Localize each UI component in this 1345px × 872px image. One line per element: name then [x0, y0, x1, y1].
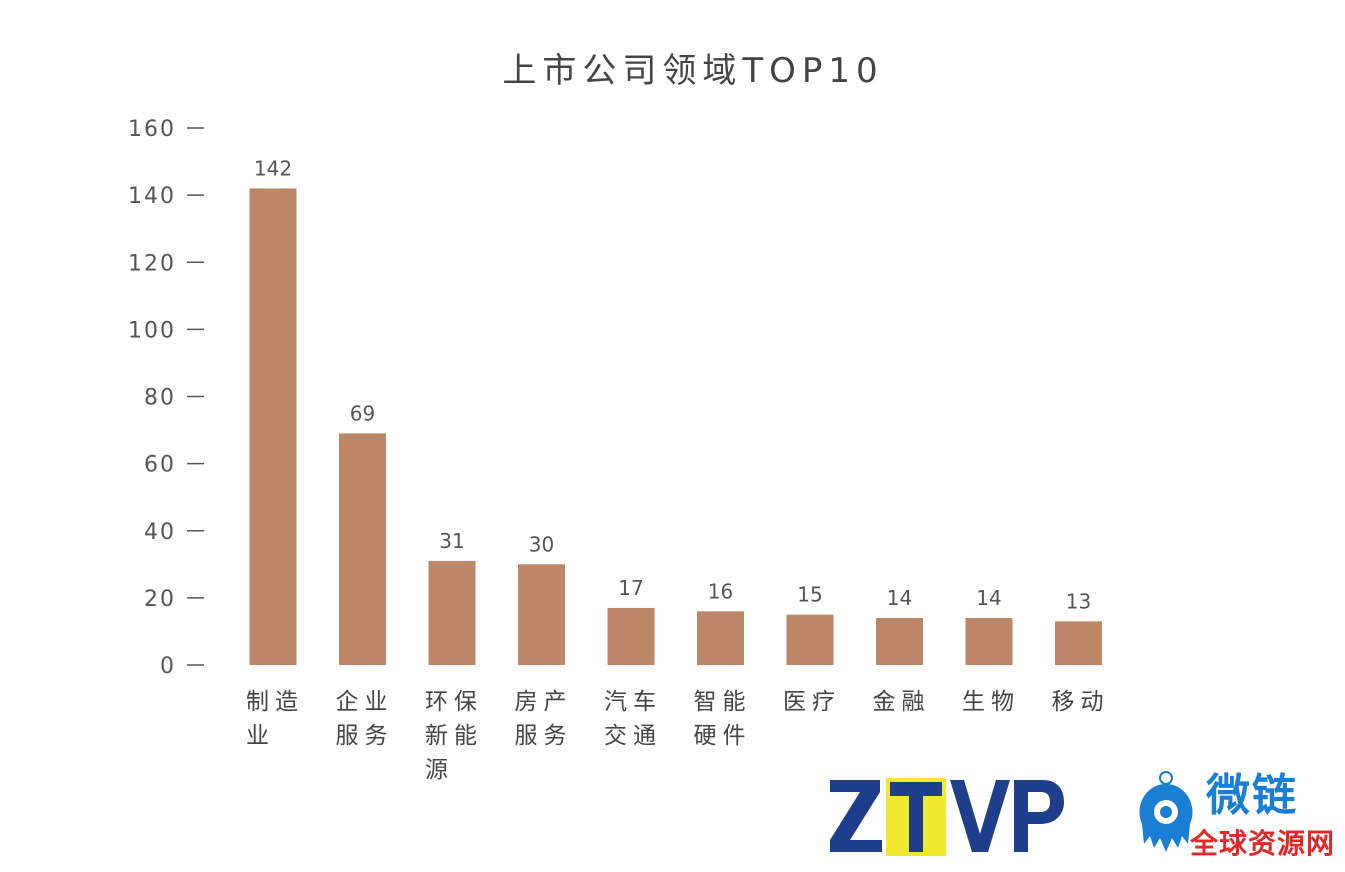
bar [607, 607, 655, 665]
x-category-label: 医疗 [783, 689, 841, 715]
y-tick-label: 0 [160, 654, 176, 679]
bar [1055, 621, 1102, 665]
bar-value-label: 17 [618, 576, 643, 600]
ztvp-logo [830, 778, 1064, 856]
bar [965, 618, 1013, 665]
x-category-label: 房产服务 [515, 689, 573, 749]
bar-value-label: 14 [887, 586, 912, 610]
x-category-label: 制造业 [246, 689, 304, 749]
weilian-logo [1139, 771, 1193, 852]
x-category-label: 企业服务 [336, 689, 394, 749]
bar-value-label: 13 [1066, 589, 1091, 613]
bar-value-label: 14 [976, 586, 1001, 610]
bar-value-label: 142 [254, 156, 292, 180]
bar-value-label: 15 [797, 583, 822, 607]
bar [249, 188, 297, 665]
y-tick-label: 100 [128, 318, 176, 343]
weilian-logo-text: 微链 [1206, 770, 1298, 821]
weilian-logo-subtext: 全球资源网 [1190, 827, 1336, 860]
bar [518, 564, 565, 665]
chart-title: 上市公司领域TOP10 [502, 51, 883, 91]
bar [428, 560, 476, 665]
x-category-label: 移动 [1052, 689, 1110, 715]
bar-value-label: 69 [350, 401, 375, 425]
bar [786, 614, 834, 665]
bars [249, 188, 1102, 665]
bar [697, 611, 744, 665]
y-tick-label: 160 [128, 117, 176, 142]
y-axis: 0 20 40 60 80 100 120 140 160 [128, 117, 204, 679]
bar [339, 433, 386, 665]
y-tick-label: 60 [144, 453, 176, 478]
value-labels: 142 69 31 30 17 16 15 14 14 13 [254, 156, 1091, 613]
x-category-label: 汽车交通 [604, 689, 662, 749]
x-category-label: 智能硬件 [694, 689, 752, 749]
y-tick-label: 20 [144, 587, 176, 612]
y-tick-label: 80 [144, 386, 176, 411]
bar-value-label: 30 [529, 532, 554, 556]
bar [876, 618, 923, 665]
y-tick-label: 120 [128, 251, 176, 276]
y-tick-label: 40 [144, 520, 176, 545]
bar-value-label: 16 [708, 579, 733, 603]
x-category-label: 生物 [962, 689, 1020, 715]
bar-value-label: 31 [439, 529, 464, 553]
x-category-label: 金融 [873, 689, 931, 715]
x-category-label: 环保新能源 [425, 689, 483, 783]
y-tick-label: 140 [128, 184, 176, 209]
